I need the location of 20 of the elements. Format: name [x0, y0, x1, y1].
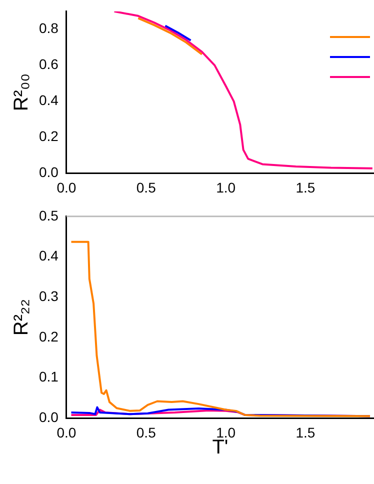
y-axis-title: R²₀₀ [10, 73, 33, 112]
y-tick-label: 0.2 [38, 328, 59, 344]
x-tick-label: 1.0 [216, 179, 236, 196]
x-tick-label: 0.0 [56, 424, 76, 440]
y-tick-label: 0.3 [38, 288, 59, 304]
y-tick-label: 0.1 [38, 368, 59, 385]
y-tick-label: 0.4 [38, 248, 59, 264]
x-tick-label: 1.5 [296, 424, 316, 440]
y-axis-title: R²₂₂ [10, 298, 33, 336]
y-tick-label: 0.0 [38, 164, 59, 180]
x-tick-label: 0.0 [56, 179, 76, 196]
x-tick-label: 0.5 [136, 179, 156, 196]
y-tick-label: 0.8 [38, 20, 59, 36]
y-tick-label: 0.6 [38, 56, 59, 72]
x-tick-label: 1.5 [296, 179, 316, 196]
y-tick-label: 0.5 [38, 207, 59, 224]
y-tick-label: 0.2 [38, 128, 59, 144]
x-tick-label: 0.5 [136, 424, 156, 440]
y-tick-label: 0.4 [38, 92, 59, 108]
y-tick-label: 0.0 [38, 409, 59, 426]
